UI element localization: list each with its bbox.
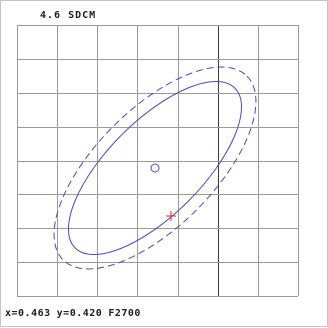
measurement-cross-marker — [166, 211, 176, 221]
readout-x: x=0.463 — [5, 308, 51, 319]
chart-title: 4.6 SDCM — [40, 10, 97, 21]
ellipse-solid — [67, 80, 243, 256]
readout-cct: F2700 — [108, 308, 141, 319]
readout-y: y=0.420 — [56, 308, 103, 319]
coordinate-readout: x=0.463 y=0.420 F2700 — [5, 308, 147, 319]
center-marker — [150, 163, 160, 173]
ellipse-dashed — [53, 66, 257, 270]
